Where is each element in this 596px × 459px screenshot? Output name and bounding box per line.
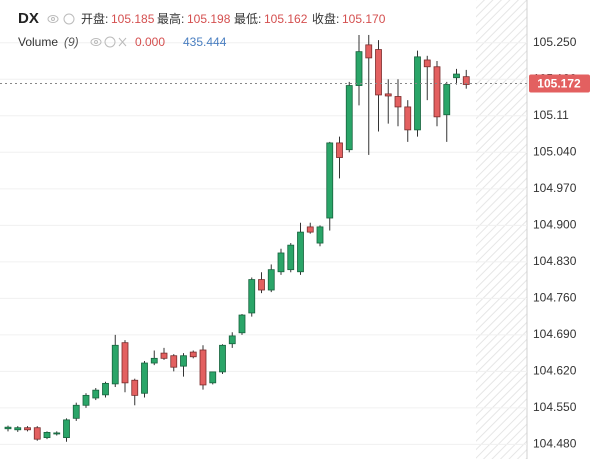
candle-body bbox=[72, 404, 80, 419]
candle-body bbox=[248, 279, 256, 314]
candle-body bbox=[150, 357, 158, 364]
candle-body bbox=[170, 355, 178, 368]
high-value: 105.198 bbox=[187, 12, 231, 26]
candle-body bbox=[209, 371, 217, 384]
candle-body bbox=[462, 76, 470, 85]
header-icons bbox=[47, 13, 127, 48]
volume-label: Volume bbox=[18, 35, 58, 49]
candle-body bbox=[131, 379, 139, 396]
candle-body bbox=[141, 362, 148, 394]
volume-value-2: 435.444 bbox=[183, 35, 227, 49]
candle-body bbox=[355, 51, 363, 86]
candle-body bbox=[365, 44, 373, 59]
candle-body bbox=[199, 349, 207, 386]
candle-body bbox=[336, 142, 343, 158]
candle-body bbox=[219, 344, 226, 373]
y-tick-label: 104.550 bbox=[533, 400, 577, 414]
header: DX 开盘: 105.185 最高: 105.198 最低: 105.162 收… bbox=[18, 10, 386, 49]
candle-body bbox=[345, 85, 353, 151]
candle-body bbox=[63, 419, 70, 439]
candle-body bbox=[180, 355, 187, 367]
future-area bbox=[476, 0, 527, 459]
candle-body bbox=[33, 427, 41, 440]
y-tick-label: 105.250 bbox=[533, 35, 577, 49]
close-value: 105.170 bbox=[342, 12, 386, 26]
candle-body bbox=[375, 49, 382, 96]
candle-body bbox=[189, 351, 197, 358]
candle-body bbox=[24, 427, 31, 431]
candle-body bbox=[228, 335, 236, 345]
candle-body bbox=[306, 226, 314, 233]
candle-body bbox=[394, 96, 402, 108]
low-label: 最低: bbox=[234, 12, 261, 26]
candle-body bbox=[43, 431, 51, 439]
candle-body bbox=[160, 352, 168, 359]
candle-body bbox=[53, 432, 61, 435]
symbol: DX bbox=[18, 10, 39, 27]
y-tick-label: 104.690 bbox=[533, 327, 577, 341]
open-label: 开盘: bbox=[81, 11, 108, 26]
last-price-tag bbox=[529, 74, 590, 93]
candle-body bbox=[102, 382, 109, 396]
candle-body bbox=[414, 56, 421, 131]
open-value: 105.185 bbox=[111, 12, 155, 26]
candle-body bbox=[14, 427, 22, 431]
high-label: 最高: bbox=[157, 11, 184, 26]
candle-body bbox=[404, 106, 412, 131]
candle-body bbox=[4, 426, 12, 430]
candle-body bbox=[92, 389, 100, 399]
candle-body bbox=[423, 59, 431, 68]
y-tick-label: 104.760 bbox=[533, 291, 577, 305]
y-tick-label: 104.830 bbox=[533, 254, 577, 268]
candle-body bbox=[287, 244, 295, 271]
y-tick-label: 104.970 bbox=[533, 181, 577, 195]
candle-body bbox=[297, 231, 304, 273]
y-tick-label: 104.480 bbox=[533, 437, 577, 451]
candle-body bbox=[258, 279, 265, 291]
y-tick-label: 104.900 bbox=[533, 217, 577, 231]
y-tick-label: 105.040 bbox=[533, 144, 577, 158]
candle-body bbox=[121, 342, 129, 384]
volume-value-1: 0.000 bbox=[135, 35, 165, 49]
candle-body bbox=[384, 93, 392, 97]
candle-body bbox=[111, 344, 119, 385]
candle-body bbox=[443, 84, 451, 116]
y-tick-label: 104.620 bbox=[533, 364, 577, 378]
candle-body bbox=[326, 142, 334, 219]
plot bbox=[0, 34, 527, 445]
low-value: 105.162 bbox=[264, 12, 308, 26]
candle-body bbox=[238, 314, 246, 334]
close-label: 收盘: bbox=[312, 11, 339, 26]
candle-body bbox=[453, 73, 460, 79]
candle-body bbox=[316, 226, 324, 244]
y-tick-label: 105.11 bbox=[533, 108, 569, 122]
last-price-label: 105.172 bbox=[537, 77, 581, 91]
candle-body bbox=[277, 252, 285, 273]
candle-body bbox=[267, 269, 275, 291]
candle-body bbox=[82, 394, 90, 406]
volume-period: (9) bbox=[64, 35, 79, 49]
candle-body bbox=[433, 66, 441, 118]
